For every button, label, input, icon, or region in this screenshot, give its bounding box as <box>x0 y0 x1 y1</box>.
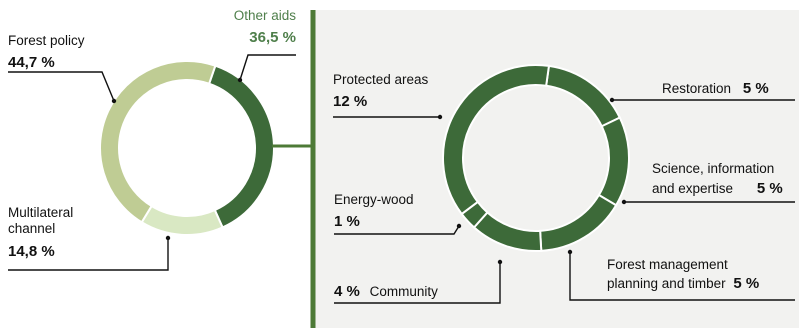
label-forest-management-line1: Forest management <box>607 257 728 272</box>
label-science-value: 5 % <box>756 180 783 197</box>
right-donut <box>442 64 630 252</box>
label-multilateral-line2: channel <box>8 221 56 236</box>
label-community-value: 4 % <box>334 283 360 300</box>
leader-community <box>334 262 501 304</box>
left-donut-slice-other-aids <box>207 64 275 229</box>
leader-forest-policy <box>8 71 115 102</box>
label-forest-policy-value: 44,7 % <box>8 54 55 71</box>
label-other-aids: Other aids 36,5 % <box>212 8 296 46</box>
leader-protected-dot <box>437 114 443 120</box>
label-forest-management-line2-row: planning and timber 5 % <box>607 276 759 292</box>
leader-multilateral <box>8 238 169 271</box>
left-donut-slice-multilateral-channel <box>140 204 224 236</box>
label-community: 4 % Community <box>334 284 438 300</box>
label-other-aids-name: Other aids <box>233 8 296 23</box>
leader-multilateral-dot <box>165 235 171 241</box>
label-forest-management: Forest management planning and timber 5 … <box>607 257 759 292</box>
label-forest-management-line2: planning and timber <box>607 276 726 291</box>
label-restoration-name: Restoration <box>662 81 732 96</box>
label-science-line1: Science, information <box>652 161 775 176</box>
right-donut-slice-restoration <box>545 64 622 128</box>
label-protected-areas: Protected areas 12 % <box>333 72 428 110</box>
leader-restoration-dot <box>609 97 615 103</box>
label-other-aids-value: 36,5 % <box>249 29 296 46</box>
label-protected-areas-value: 12 % <box>333 93 368 110</box>
leader-forest-management-dot <box>567 249 573 255</box>
right-donut-slice-community <box>472 211 543 252</box>
leader-forest-management <box>569 252 795 301</box>
label-multilateral: Multilateral channel 14,8 % <box>8 205 73 260</box>
label-science: Science, information and expertise 5 % <box>652 161 783 197</box>
leader-science-dot <box>621 199 627 205</box>
right-donut-slice-forest-management-planning-and-timber <box>539 193 618 252</box>
label-science-line2-row: and expertise 5 % <box>652 181 783 197</box>
label-restoration: Restoration 5 % <box>662 81 769 97</box>
label-community-name: Community <box>369 284 438 299</box>
label-forest-policy: Forest policy 44,7 % <box>8 33 85 71</box>
label-energy-wood-name: Energy-wood <box>334 192 414 207</box>
label-restoration-value: 5 % <box>742 80 769 97</box>
leader-forest-policy-dot <box>111 98 117 104</box>
label-forest-policy-name: Forest policy <box>8 33 85 48</box>
right-donut-slice-protected-areas <box>442 64 551 216</box>
leader-other-aids-dot <box>237 77 243 83</box>
leader-energy-dot <box>456 223 462 229</box>
right-panel-background <box>313 10 799 328</box>
left-donut <box>99 60 275 236</box>
label-energy-wood: Energy-wood 1 % <box>334 192 414 230</box>
leader-community-dot <box>497 259 503 265</box>
label-energy-wood-value: 1 % <box>334 213 360 230</box>
leader-other-aids <box>239 54 296 81</box>
leader-lines <box>8 54 795 304</box>
label-science-line2: and expertise <box>652 181 734 196</box>
label-multilateral-line1: Multilateral <box>8 205 74 220</box>
left-donut-slice-forest-policy <box>99 60 217 224</box>
label-multilateral-value: 14,8 % <box>8 243 55 260</box>
label-protected-areas-name: Protected areas <box>333 72 429 87</box>
leader-energy <box>334 225 460 235</box>
right-donut-slice-science-information-and-expertise <box>597 116 630 207</box>
label-forest-management-value: 5 % <box>733 275 760 292</box>
